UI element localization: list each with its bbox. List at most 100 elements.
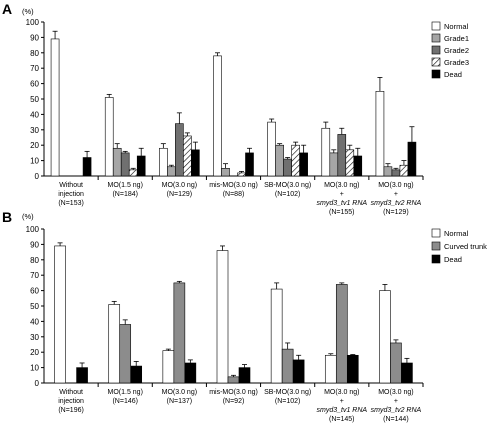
bar: [345, 149, 355, 177]
bar: [390, 342, 402, 384]
y-tick-label: 80: [30, 256, 39, 265]
bar: [128, 169, 138, 177]
legend-swatch: [431, 57, 441, 67]
bar: [291, 144, 300, 177]
bar: [346, 354, 359, 384]
legend-label: Grade2: [444, 46, 469, 55]
x-category-label: MO(3.0 ng): [324, 389, 359, 396]
x-category-label: (N=129): [383, 209, 408, 216]
bar: [329, 152, 339, 177]
y-axis-unit: (%): [22, 7, 34, 16]
x-category-label: SB-MO(3.0 ng): [264, 389, 311, 396]
y-tick-label: 0: [35, 172, 40, 181]
legend-swatch: [431, 45, 441, 55]
y-tick-label: 60: [30, 287, 39, 296]
y-tick-label: 50: [30, 95, 39, 104]
x-category-label: injection: [58, 398, 84, 405]
x-category-label: MO(3.0 ng): [324, 182, 359, 189]
x-category-label: (N=146): [112, 398, 137, 405]
x-category-label: SB-MO(3.0 ng): [264, 182, 311, 189]
legend-swatch: [431, 69, 441, 79]
x-category-label: (N=196): [58, 407, 83, 414]
x-category-label: mis-MO(3.0 ng): [209, 182, 258, 189]
bar: [335, 284, 348, 384]
x-category-label: (N=129): [167, 191, 192, 198]
bar: [275, 144, 284, 177]
y-tick-label: 90: [30, 33, 39, 42]
y-tick-label: 20: [30, 141, 39, 150]
y-tick-label: 80: [30, 49, 39, 58]
bar: [407, 141, 417, 177]
bar: [136, 155, 146, 177]
x-category-label: +: [340, 191, 344, 198]
x-category-label: +: [394, 191, 398, 198]
legend-label: Dead: [444, 255, 462, 264]
bar: [375, 91, 385, 177]
bar: [120, 152, 130, 177]
bar: [216, 250, 229, 384]
bar: [191, 149, 200, 177]
y-tick-label: 50: [30, 302, 39, 311]
legend-label: Grade1: [444, 34, 469, 43]
bar: [337, 134, 347, 177]
legend-swatch: [431, 254, 441, 264]
x-category-label: +: [340, 398, 344, 405]
bar: [281, 348, 294, 384]
bar: [324, 354, 337, 384]
x-category-label: (N=92): [223, 398, 245, 405]
legend-label: Curved trunk: [444, 242, 487, 251]
bar: [292, 359, 305, 384]
panel-label: B: [2, 209, 12, 225]
x-category-label: (N=102): [275, 191, 300, 198]
bar: [321, 127, 331, 177]
y-tick-label: 70: [30, 271, 39, 280]
bar: [391, 169, 401, 177]
bar: [221, 168, 230, 177]
chart-panel-b: B (%) 0 10 20 30 40 50 60 70 80 90 100 Without injecti…: [2, 209, 487, 423]
y-axis-unit: (%): [22, 212, 34, 221]
x-category-label: Without: [59, 389, 83, 396]
x-category-label: MO(1.5 ng): [108, 389, 143, 396]
legend-swatch: [431, 228, 441, 238]
bar: [167, 166, 176, 177]
x-category-label: smyd3_tv2 RNA: [371, 407, 422, 414]
bar: [299, 152, 308, 177]
legend-label: Normal: [444, 22, 469, 31]
x-category-label: smyd3_tv1 RNA: [316, 407, 367, 414]
bar: [283, 158, 292, 177]
bar: [245, 152, 254, 177]
x-category-label: MO(3.0 ng): [162, 182, 197, 189]
bar: [50, 38, 60, 177]
y-tick-label: 20: [30, 348, 39, 357]
y-tick-label: 100: [26, 18, 40, 27]
bar: [108, 304, 121, 384]
legend-swatch: [431, 21, 441, 31]
bar: [130, 365, 143, 384]
bar: [112, 147, 122, 177]
x-category-label: (N=88): [223, 191, 245, 198]
legend-label: Normal: [444, 229, 469, 238]
bar: [183, 135, 192, 177]
bar: [162, 350, 175, 384]
y-tick-label: 0: [35, 379, 40, 388]
y-tick-label: 40: [30, 317, 39, 326]
legend-label: Grade3: [444, 58, 469, 67]
y-tick-label: 30: [30, 333, 39, 342]
bar: [213, 55, 222, 177]
x-category-label: (N=144): [383, 416, 408, 423]
y-tick-label: 60: [30, 80, 39, 89]
x-category-label: (N=184): [112, 191, 137, 198]
bar: [227, 376, 240, 384]
x-category-label: (N=153): [58, 200, 83, 207]
x-category-label: mis-MO(3.0 ng): [209, 389, 258, 396]
bar: [353, 155, 363, 177]
bar: [184, 362, 197, 384]
bar: [76, 367, 88, 384]
chart-panel-a: A (%) 0 10 20 30 40 50 60 70 80 90 100 Without injecti…: [2, 1, 469, 216]
x-category-label: MO(1.5 ng): [108, 182, 143, 189]
y-tick-label: 100: [26, 225, 40, 234]
y-tick-label: 10: [30, 364, 39, 373]
bar: [159, 147, 168, 177]
y-tick-label: 10: [30, 157, 39, 166]
